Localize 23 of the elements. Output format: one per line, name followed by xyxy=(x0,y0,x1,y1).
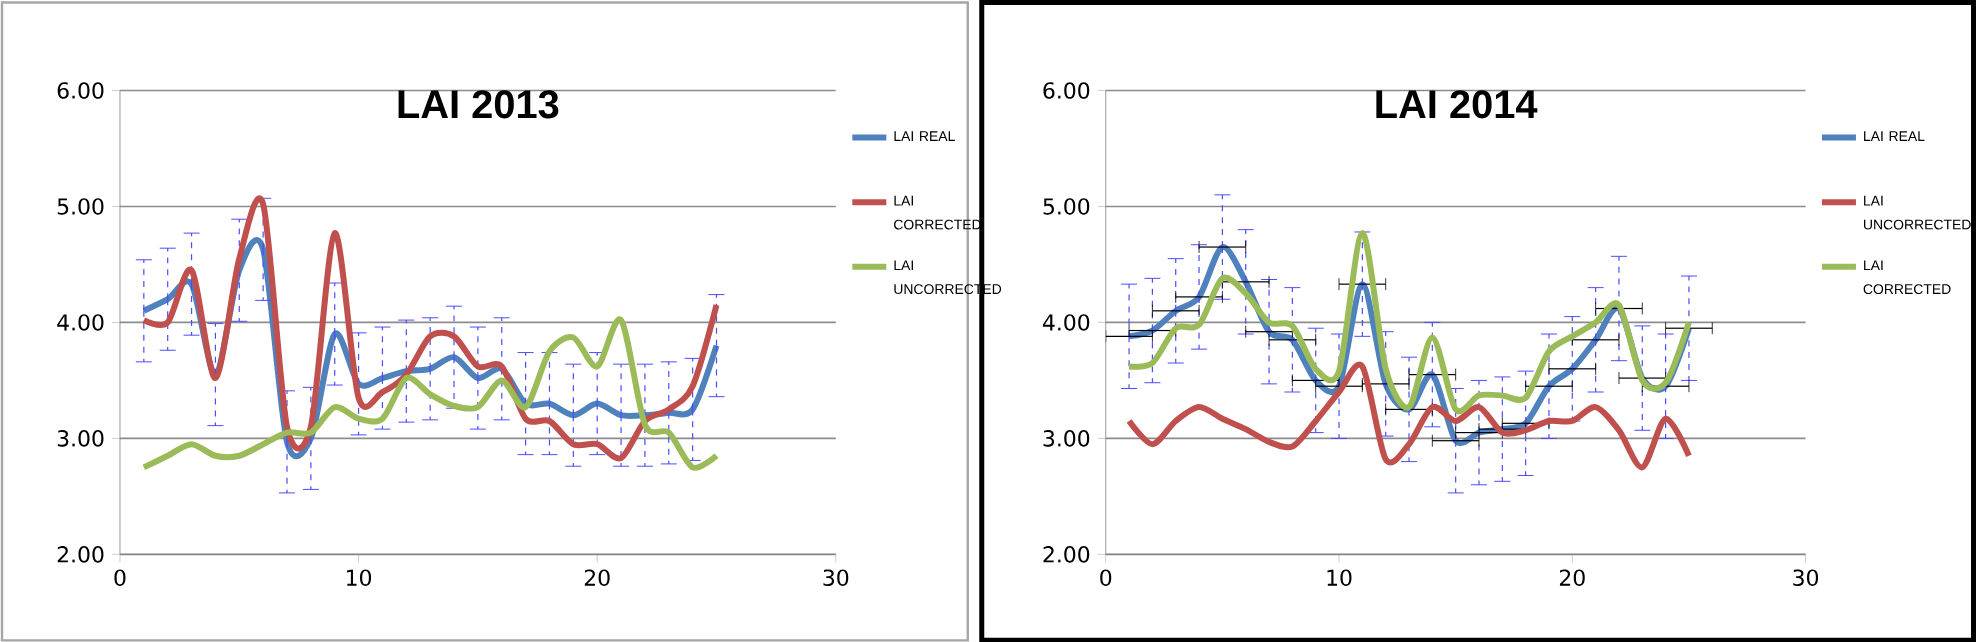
y-tick-label: 6.00 xyxy=(57,81,104,99)
x-tick-label: 0 xyxy=(114,569,126,586)
x-tick-label: 10 xyxy=(347,569,372,586)
x-tick-label: 20 xyxy=(1559,569,1585,586)
chart-title: LAI 2013 xyxy=(398,89,559,119)
y-tick-label: 5.00 xyxy=(57,197,104,215)
y-tick-label: 3.00 xyxy=(57,429,104,447)
y-tick-label: 6.00 xyxy=(1043,81,1090,99)
y-tick-label: 2.00 xyxy=(1043,545,1090,563)
x-tick-label: 10 xyxy=(1327,569,1352,586)
x-tick-label: 0 xyxy=(1100,569,1112,586)
y-tick-label: 2.00 xyxy=(57,545,104,563)
y-tick-label: 5.00 xyxy=(1043,197,1090,215)
y-tick-label: 4.00 xyxy=(57,313,104,331)
x-tick-label: 30 xyxy=(823,569,849,586)
y-tick-label: 3.00 xyxy=(1043,429,1090,447)
line-series xyxy=(1126,361,1692,470)
line-series xyxy=(140,316,720,471)
chart-title: LAI 2014 xyxy=(1376,89,1538,118)
x-tick-label: 30 xyxy=(1793,569,1819,586)
y-tick-label: 4.00 xyxy=(1042,313,1090,331)
line-series xyxy=(1126,229,1692,414)
x-tick-label: 20 xyxy=(584,569,610,586)
